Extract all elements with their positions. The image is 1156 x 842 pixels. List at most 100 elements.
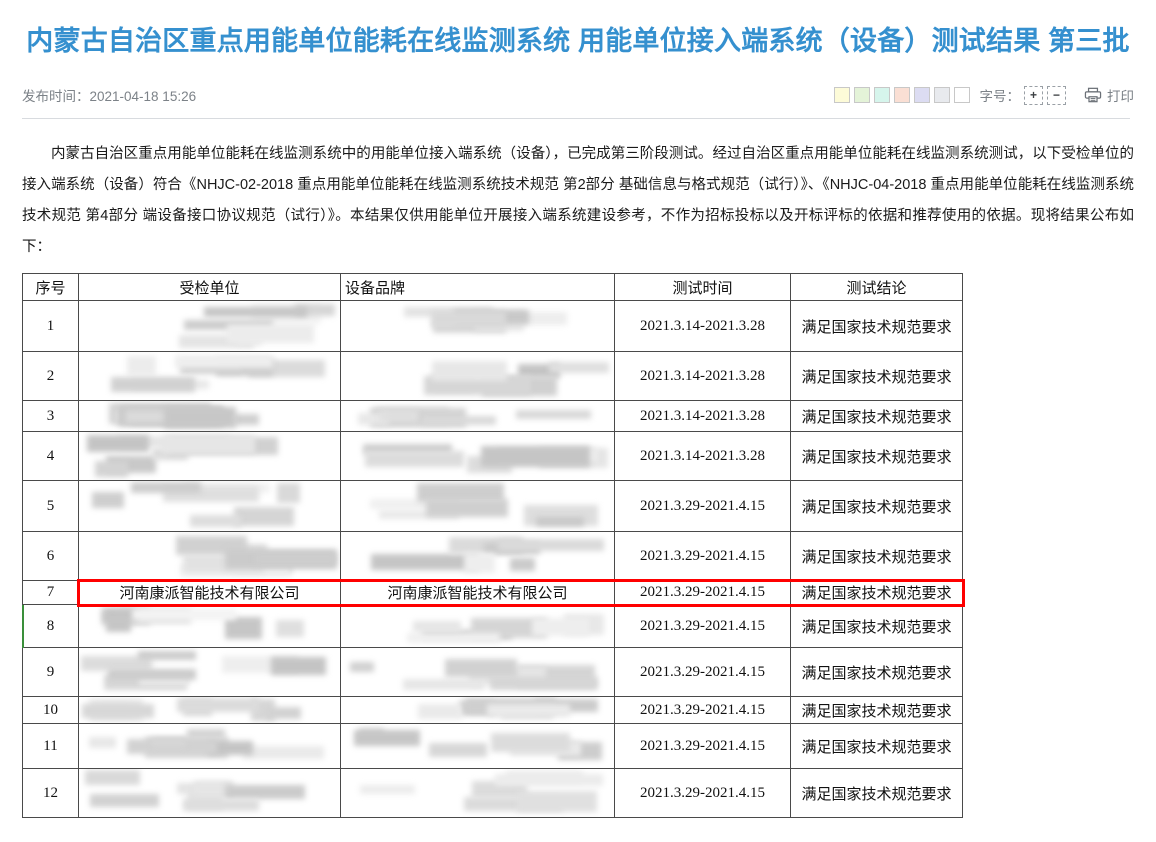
cell-device-brand <box>340 480 615 532</box>
redacted-content <box>342 770 614 817</box>
cell-inspected-unit <box>78 351 341 401</box>
cell-inspected-unit: 河南康派智能技术有限公司 <box>78 580 341 605</box>
redacted-content <box>80 606 340 647</box>
body-paragraph: 内蒙古自治区重点用能单位能耗在线监测系统中的用能单位接入端系统（设备），已完成第… <box>22 146 1134 255</box>
cell-row-number: 11 <box>22 723 79 769</box>
cell-row-number: 4 <box>22 431 79 481</box>
table-header-0: 序号 <box>22 273 79 301</box>
cell-test-conclusion: 满足国家技术规范要求 <box>790 300 963 352</box>
cell-device-brand <box>340 647 615 697</box>
redacted-content <box>342 433 614 480</box>
cell-test-time: 2021.3.29-2021.4.15 <box>614 696 791 724</box>
cell-device-brand <box>340 300 615 352</box>
cell-test-conclusion: 满足国家技术规范要求 <box>790 580 963 605</box>
cell-inspected-unit <box>78 431 341 481</box>
redacted-content <box>342 353 614 400</box>
cell-inspected-unit <box>78 480 341 532</box>
cell-test-time: 2021.3.29-2021.4.15 <box>614 768 791 818</box>
font-decrease-button[interactable]: − <box>1047 85 1066 105</box>
cell-test-time: 2021.3.29-2021.4.15 <box>614 531 791 581</box>
cell-inspected-unit <box>78 531 341 581</box>
redacted-content <box>342 402 614 431</box>
cell-device-brand <box>340 531 615 581</box>
redacted-content <box>342 649 614 696</box>
printer-icon <box>1084 87 1102 103</box>
swatch-gray[interactable] <box>933 87 950 103</box>
redacted-content <box>342 698 614 723</box>
article-tools: 字号： + − 打印 <box>833 85 1134 105</box>
swatch-green[interactable] <box>853 87 870 103</box>
cell-test-time: 2021.3.29-2021.4.15 <box>614 647 791 697</box>
cell-device-brand <box>340 696 615 724</box>
cell-device-brand <box>340 351 615 401</box>
article-meta-bar: 发布时间：2021-04-18 15:26 字号： + − 打印 <box>22 78 1134 112</box>
cell-device-brand <box>340 431 615 481</box>
redacted-content <box>342 482 614 531</box>
font-increase-button[interactable]: + <box>1024 85 1043 105</box>
redacted-content <box>80 302 340 351</box>
cell-row-number: 9 <box>22 647 79 697</box>
redacted-content <box>80 402 340 431</box>
header-divider <box>22 118 1130 119</box>
fontsize-label: 字号： <box>979 89 1021 104</box>
cell-test-conclusion: 满足国家技术规范要求 <box>790 431 963 481</box>
table-header-row: 序号 受检单位 设备品牌 测试时间 测试结论 <box>22 273 963 301</box>
swatch-yellow[interactable] <box>833 87 850 103</box>
cell-device-brand <box>340 768 615 818</box>
table-row[interactable]: 10 2021.3.29-2021.4.15 满足国家技术规范要求 <box>22 696 963 724</box>
cell-row-number: 7 <box>22 580 79 605</box>
cell-test-time: 2021.3.29-2021.4.15 <box>614 580 791 605</box>
swatch-mint[interactable] <box>873 87 890 103</box>
swatch-peach[interactable] <box>893 87 910 103</box>
cell-row-number: 2 <box>22 351 79 401</box>
table-row[interactable]: 3 2021.3.14-2021.3.28 满足国家技术规范要求 <box>22 400 963 432</box>
cell-inspected-unit <box>78 723 341 769</box>
page-title: 内蒙古自治区重点用能单位能耗在线监测系统 用能单位接入端系统（设备）测试结果 第… <box>26 26 1130 56</box>
redacted-content <box>342 533 614 580</box>
table-header-4: 测试结论 <box>790 273 963 301</box>
redacted-content <box>342 606 614 647</box>
table-row[interactable]: 9 2021.3.29-2021.4.15 满足国家技术规范要求 <box>22 647 963 697</box>
swatch-lavender[interactable] <box>913 87 930 103</box>
redacted-content <box>80 770 340 817</box>
cell-inspected-unit <box>78 768 341 818</box>
cell-row-number: 1 <box>22 300 79 352</box>
table-row[interactable]: 7 河南康派智能技术有限公司 河南康派智能技术有限公司 2021.3.29-2021.… <box>22 580 963 605</box>
result-table-container: 序号 受检单位 设备品牌 测试时间 测试结论 1 2021.3.14-2021.3.28 满… <box>22 273 1134 818</box>
table-row[interactable]: 5 2021.3.29-2021.4.15 满足国家技术规范要求 <box>22 480 963 532</box>
table-row[interactable]: 1 2021.3.14-2021.3.28 满足国家技术规范要求 <box>22 300 963 352</box>
cell-inspected-unit <box>78 300 341 352</box>
table-row[interactable]: 12 2021.3.29-2021.4.15 满足国家技术规范要求 <box>22 768 963 818</box>
redacted-content <box>80 698 340 723</box>
cell-test-conclusion: 满足国家技术规范要求 <box>790 351 963 401</box>
table-header-2: 设备品牌 <box>340 273 615 301</box>
table-row[interactable]: 8 2021.3.29-2021.4.15 满足国家技术规范要求 <box>22 604 963 648</box>
cell-device-brand <box>340 604 615 648</box>
background-color-swatches <box>833 87 970 103</box>
table-row[interactable]: 2 2021.3.14-2021.3.28 满足国家技术规范要求 <box>22 351 963 401</box>
cell-test-time: 2021.3.29-2021.4.15 <box>614 480 791 532</box>
cell-row-number: 8 <box>22 604 79 648</box>
table-row[interactable]: 11 2021.3.29-2021.4.15 满足国家技术规范要求 <box>22 723 963 769</box>
swatch-white[interactable] <box>953 87 970 103</box>
cell-inspected-unit <box>78 647 341 697</box>
redacted-content <box>342 302 614 351</box>
redacted-content <box>80 649 340 696</box>
cell-device-brand <box>340 400 615 432</box>
table-row[interactable]: 4 2021.3.14-2021.3.28 满足国家技术规范要求 <box>22 431 963 481</box>
cell-row-number: 3 <box>22 400 79 432</box>
cell-test-time: 2021.3.14-2021.3.28 <box>614 351 791 401</box>
cell-test-time: 2021.3.29-2021.4.15 <box>614 604 791 648</box>
cell-test-time: 2021.3.14-2021.3.28 <box>614 431 791 481</box>
table-row[interactable]: 6 2021.3.29-2021.4.15 满足国家技术规范要求 <box>22 531 963 581</box>
cell-test-conclusion: 满足国家技术规范要求 <box>790 604 963 648</box>
article-body: 内蒙古自治区重点用能单位能耗在线监测系统中的用能单位接入端系统（设备），已完成第… <box>22 139 1134 263</box>
table-header-3: 测试时间 <box>614 273 791 301</box>
redacted-content <box>80 533 340 580</box>
print-button[interactable]: 打印 <box>1084 85 1134 105</box>
cell-test-conclusion: 满足国家技术规范要求 <box>790 768 963 818</box>
cell-test-conclusion: 满足国家技术规范要求 <box>790 696 963 724</box>
cell-test-time: 2021.3.14-2021.3.28 <box>614 400 791 432</box>
table-header-1: 受检单位 <box>78 273 341 301</box>
cell-test-conclusion: 满足国家技术规范要求 <box>790 531 963 581</box>
